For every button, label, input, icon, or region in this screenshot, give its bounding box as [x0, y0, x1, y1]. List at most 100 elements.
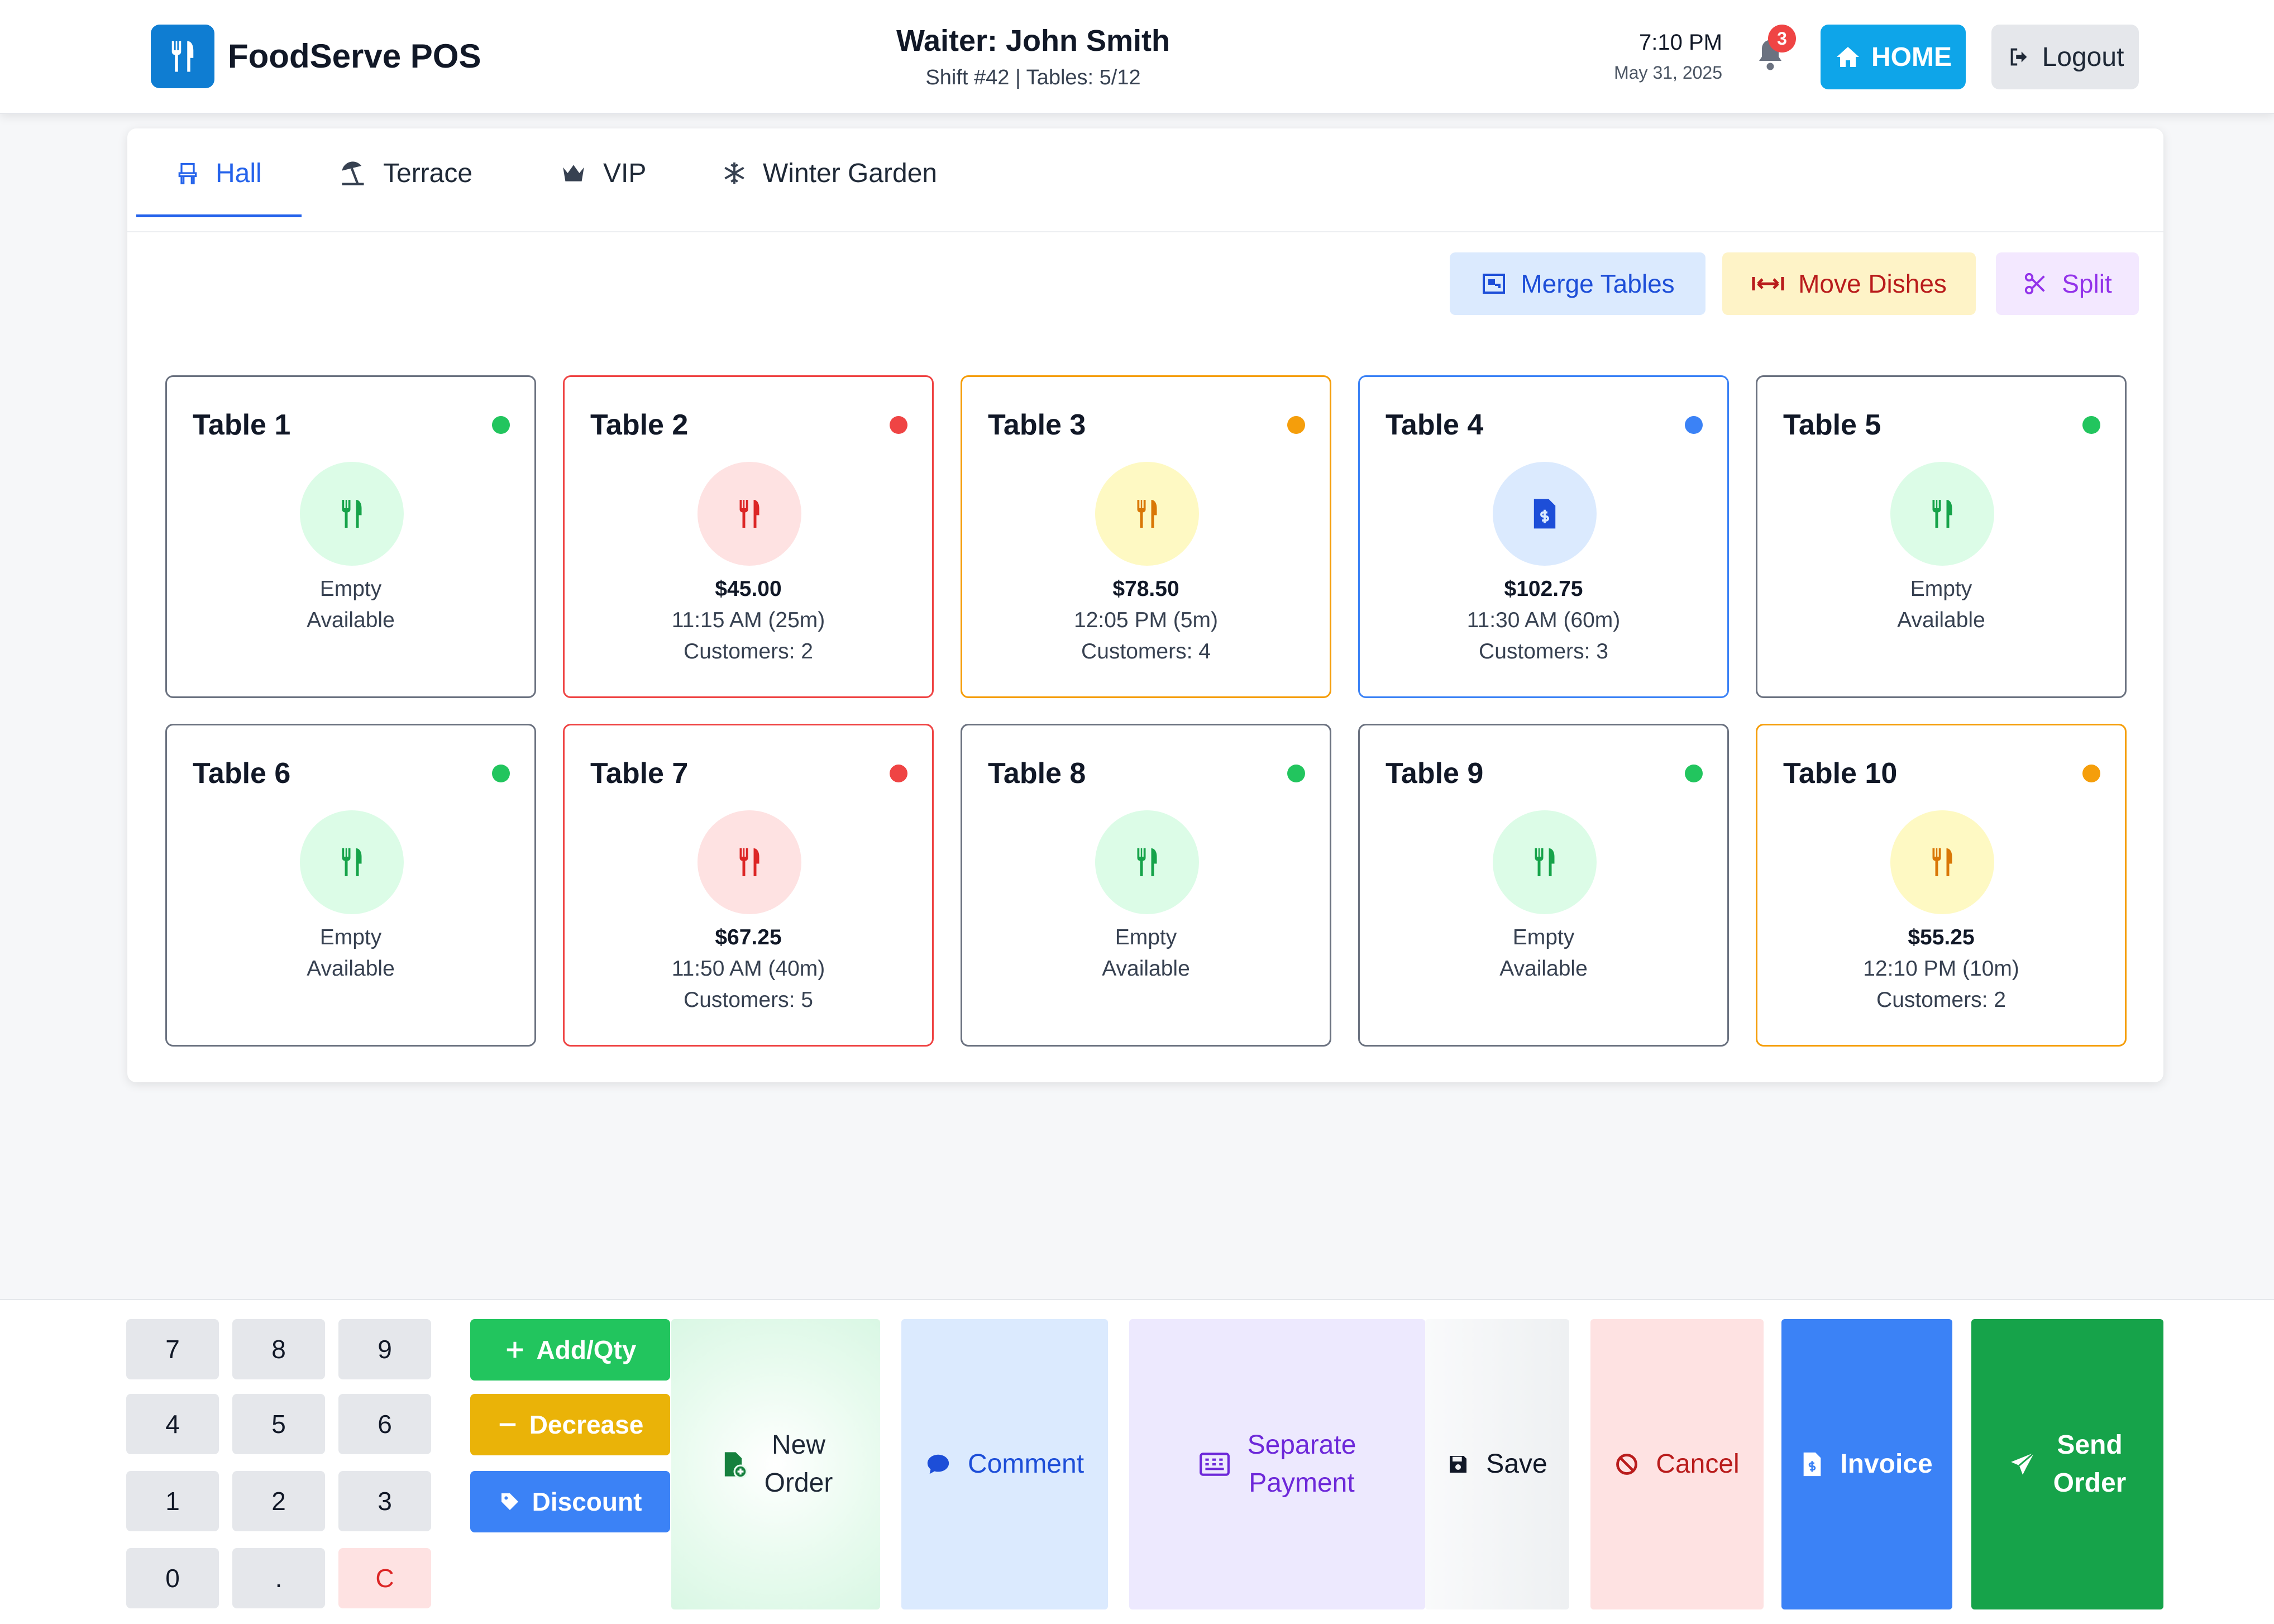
- move-dishes-button[interactable]: Move Dishes: [1722, 252, 1976, 315]
- table-customers: Customers: 3: [1479, 639, 1608, 663]
- new-order-label: New Order: [765, 1426, 833, 1502]
- utensils-icon: [1095, 462, 1199, 566]
- table-card[interactable]: Table 10 $55.25 12:10 PM (10m) Customers: 2: [1756, 724, 2127, 1047]
- utensils-icon: [698, 810, 801, 914]
- status-dot: [1685, 765, 1703, 782]
- table-primary-info: $67.25: [715, 925, 782, 949]
- logout-label: Logout: [2042, 42, 2124, 72]
- table-name: Table 6: [193, 757, 291, 790]
- tab-terrace[interactable]: Terrace: [338, 128, 472, 218]
- home-button[interactable]: HOME: [1821, 25, 1966, 89]
- new-order-button[interactable]: New Order: [671, 1319, 880, 1609]
- table-name: Table 10: [1783, 757, 1898, 790]
- table-card[interactable]: Table 8 Empty Available: [961, 724, 1331, 1047]
- status-dot: [890, 765, 907, 782]
- cancel-label: Cancel: [1656, 1449, 1740, 1479]
- tab-vip[interactable]: VIP: [560, 128, 646, 218]
- utensils-icon: [698, 462, 801, 566]
- table-customers: Customers: 2: [684, 639, 813, 663]
- new-order-line2: Order: [764, 1468, 833, 1498]
- table-secondary-info: 11:50 AM (40m): [671, 957, 825, 981]
- decrease-label: Decrease: [529, 1410, 644, 1439]
- separate-payment-line1: Separate: [1247, 1430, 1356, 1460]
- tables-panel: Hall Terrace VIP Winter Garden: [127, 128, 2163, 1082]
- keypad-key[interactable]: 2: [232, 1471, 325, 1531]
- table-card[interactable]: Table 1 Empty Available: [165, 375, 536, 698]
- table-card[interactable]: Table 2 $45.00 11:15 AM (25m) Customers: 2: [563, 375, 934, 698]
- table-card[interactable]: Table 3 $78.50 12:05 PM (5m) Customers: 4: [961, 375, 1331, 698]
- save-label: Save: [1486, 1449, 1547, 1479]
- table-card[interactable]: Table 6 Empty Available: [165, 724, 536, 1047]
- table-primary-info: $78.50: [1112, 577, 1179, 601]
- merge-tables-button[interactable]: Merge Tables: [1450, 252, 1706, 315]
- home-icon: [1837, 47, 1859, 67]
- home-label: HOME: [1871, 42, 1952, 72]
- merge-icon: [1483, 274, 1506, 294]
- utensils-icon: [300, 462, 404, 566]
- send-order-button[interactable]: Send Order: [1971, 1319, 2163, 1609]
- keypad-key[interactable]: 0: [126, 1548, 219, 1608]
- keypad-key[interactable]: 4: [126, 1394, 219, 1454]
- keypad-key[interactable]: 5: [232, 1394, 325, 1454]
- table-customers: Customers: 4: [1081, 639, 1211, 663]
- table-card[interactable]: Table 5 Empty Available: [1756, 375, 2127, 698]
- keypad-clear-key[interactable]: C: [338, 1548, 431, 1608]
- clock-time: 7:10 PM: [1639, 30, 1722, 55]
- decrease-button[interactable]: Decrease: [470, 1394, 670, 1455]
- keypad-key[interactable]: 1: [126, 1471, 219, 1531]
- clock-date: May 31, 2025: [1614, 63, 1722, 83]
- floppy-disk-icon: [1450, 1456, 1467, 1473]
- table-primary-info: $102.75: [1504, 577, 1583, 601]
- utensils-icon: [1890, 810, 1994, 914]
- table-name: Table 9: [1386, 757, 1484, 790]
- invoice-label: Invoice: [1840, 1449, 1933, 1479]
- table-primary-info: Empty: [1910, 577, 1972, 601]
- waiter-name: Waiter: John Smith: [896, 24, 1170, 58]
- table-customers: Customers: 2: [1876, 988, 2006, 1012]
- active-tab-indicator: [136, 214, 302, 217]
- table-primary-info: Empty: [1512, 925, 1575, 949]
- send-order-line2: Order: [2053, 1468, 2127, 1498]
- table-card[interactable]: Table 7 $67.25 11:50 AM (40m) Customers: 5: [563, 724, 934, 1047]
- tab-hall-label: Hall: [216, 158, 262, 188]
- arrows-left-right-icon: [1752, 277, 1784, 290]
- plus-icon: [507, 1341, 523, 1358]
- table-primary-info: Empty: [1115, 925, 1177, 949]
- keypad-key[interactable]: .: [232, 1548, 325, 1608]
- table-card[interactable]: Table 4 $102.75 11:30 AM (60m) Customers: 3: [1358, 375, 1729, 698]
- table-secondary-info: Available: [307, 957, 395, 981]
- invoice-button[interactable]: Invoice: [1781, 1319, 1952, 1609]
- cash-register-icon: [1199, 1453, 1230, 1476]
- table-card[interactable]: Table 9 Empty Available: [1358, 724, 1729, 1047]
- split-button[interactable]: Split: [1996, 252, 2139, 315]
- crown-icon: [563, 165, 584, 181]
- table-secondary-info: 12:05 PM (5m): [1074, 608, 1218, 632]
- table-name: Table 3: [988, 409, 1086, 441]
- split-label: Split: [2062, 269, 2112, 298]
- tab-hall[interactable]: Hall: [175, 128, 262, 218]
- new-order-line1: New: [771, 1430, 825, 1460]
- chair-icon: [178, 163, 197, 184]
- tab-winter-garden[interactable]: Winter Garden: [722, 128, 937, 218]
- keypad-key[interactable]: 8: [232, 1319, 325, 1379]
- save-button[interactable]: Save: [1425, 1319, 1569, 1609]
- logout-button[interactable]: Logout: [1991, 25, 2139, 89]
- table-secondary-info: 11:30 AM (60m): [1466, 608, 1621, 632]
- status-dot: [1685, 416, 1703, 434]
- keypad-key[interactable]: 6: [338, 1394, 431, 1454]
- table-primary-info: Empty: [319, 577, 382, 601]
- status-dot: [492, 765, 510, 782]
- table-name: Table 8: [988, 757, 1086, 790]
- comment-button[interactable]: Comment: [901, 1319, 1108, 1609]
- keypad-key[interactable]: 7: [126, 1319, 219, 1379]
- keypad-key[interactable]: 9: [338, 1319, 431, 1379]
- cancel-button[interactable]: Cancel: [1590, 1319, 1764, 1609]
- separate-payment-button[interactable]: Separate Payment: [1129, 1319, 1425, 1609]
- discount-button[interactable]: Discount: [470, 1471, 670, 1532]
- table-secondary-info: 11:15 AM (25m): [671, 608, 825, 632]
- tab-terrace-label: Terrace: [383, 158, 473, 188]
- app-title: FoodServe POS: [228, 37, 481, 75]
- tag-icon: [501, 1493, 518, 1510]
- keypad-key[interactable]: 3: [338, 1471, 431, 1531]
- add-qty-button[interactable]: Add/Qty: [470, 1319, 670, 1381]
